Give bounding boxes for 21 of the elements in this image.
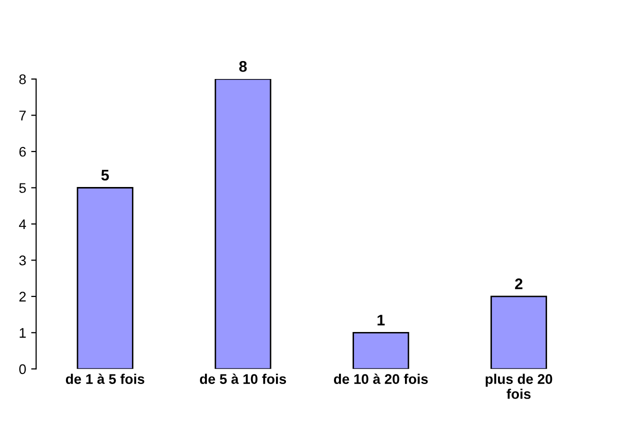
y-tick-label: 5 xyxy=(19,183,26,193)
data-label: 2 xyxy=(515,278,522,290)
y-tick-label: 1 xyxy=(20,328,26,338)
data-label: 5 xyxy=(101,170,109,181)
y-tick-label: 2 xyxy=(19,292,26,302)
x-tick-label: de 1 à 5 fois xyxy=(66,374,144,384)
x-tick-label: de 5 à 10 fois xyxy=(200,374,286,384)
bar xyxy=(490,296,548,369)
y-tick-label: 4 xyxy=(19,219,26,230)
bar xyxy=(76,187,134,369)
y-tick-label: 7 xyxy=(19,110,26,120)
bar xyxy=(214,79,272,369)
y-tick-label: 0 xyxy=(19,364,26,374)
x-tick-label: plus de 20 fois xyxy=(486,374,552,399)
y-tick-label: 6 xyxy=(19,146,26,157)
y-tick-label: 3 xyxy=(19,256,26,266)
data-label: 8 xyxy=(239,61,247,72)
bar xyxy=(352,332,410,369)
data-label: 1 xyxy=(378,314,385,326)
x-tick-label: de 10 à 20 fois xyxy=(334,374,428,384)
y-tick-label: 8 xyxy=(19,74,26,84)
